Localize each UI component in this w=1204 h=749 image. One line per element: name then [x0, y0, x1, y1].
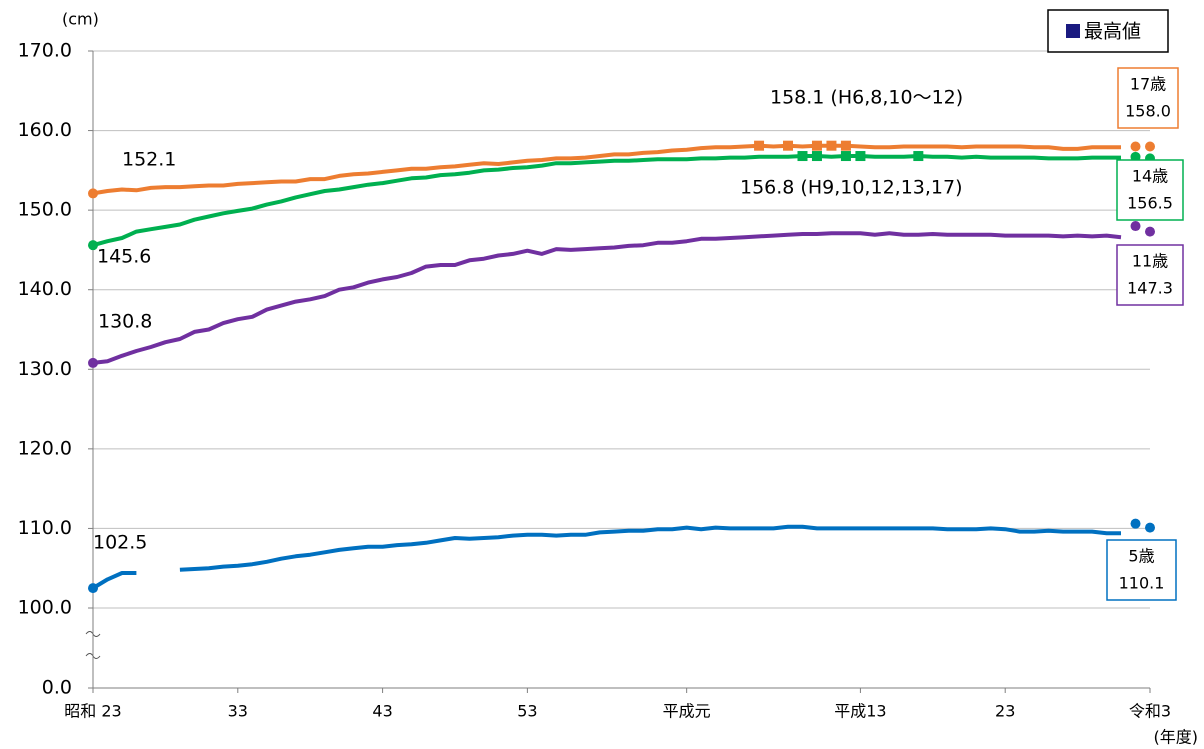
recent-point [1130, 141, 1141, 152]
annotation: 158.1 (H6,8,10～12) [770, 87, 963, 109]
series-line [92, 231, 1122, 365]
series-name: 17歳 [1130, 75, 1166, 94]
max-marker [754, 140, 765, 151]
max-marker [913, 151, 924, 162]
x-tick-label: 23 [995, 702, 1015, 721]
recent-point [1130, 518, 1141, 529]
x-unit: (年度) [1154, 728, 1199, 747]
x-tick-label: 昭和 23 [64, 702, 121, 721]
max-marker [840, 140, 851, 151]
max-marker [855, 151, 866, 162]
recent-point [1130, 221, 1141, 232]
max-marker [811, 151, 822, 162]
legend: 最高値 [1047, 9, 1169, 53]
y-tick-label: 160.0 [18, 119, 72, 141]
start-label: 152.1 [122, 149, 176, 171]
recent-point [1145, 141, 1155, 152]
max-marker [797, 151, 808, 162]
start-point [88, 240, 98, 251]
end-label: 110.1 [1119, 574, 1165, 593]
x-tick-label: 令和3 [1129, 702, 1171, 721]
y-tick-label: 0.0 [42, 677, 72, 699]
x-tick-label: 33 [228, 702, 248, 721]
series-line [92, 143, 1121, 196]
start-label: 102.5 [93, 532, 147, 554]
start-label: 145.6 [97, 246, 151, 268]
start-label: 130.8 [98, 311, 152, 333]
series-line [92, 154, 1121, 248]
max-marker [811, 140, 822, 151]
max-marker [826, 140, 837, 151]
y-tick-label: 150.0 [18, 199, 72, 221]
series-name: 11歳 [1132, 252, 1168, 271]
y-tick-label: 100.0 [18, 597, 72, 619]
annotation: 156.8 (H9,10,12,13,17) [740, 177, 963, 199]
y-tick-label: 130.0 [18, 358, 72, 380]
start-point [88, 188, 98, 199]
legend-label: 最高値 [1084, 21, 1141, 43]
end-label-box [1117, 67, 1179, 129]
start-point [88, 357, 98, 368]
legend-swatch [1066, 24, 1080, 38]
x-tick-label: 53 [517, 702, 537, 721]
end-label: 158.0 [1125, 102, 1171, 121]
y-unit: (cm) [62, 10, 99, 29]
end-label: 156.5 [1127, 194, 1173, 213]
y-tick-label: 110.0 [18, 517, 72, 539]
annotation-bg [722, 172, 1058, 204]
x-tick-label: 平成元 [663, 702, 711, 721]
y-tick-label: 170.0 [18, 40, 72, 62]
y-tick-label: 140.0 [18, 278, 72, 300]
series-name: 14歳 [1132, 167, 1168, 186]
y-tick-label: 120.0 [18, 437, 72, 459]
recent-point [1145, 226, 1155, 237]
recent-point [1145, 522, 1155, 533]
x-tick-label: 平成13 [834, 702, 886, 721]
max-marker [783, 140, 794, 151]
end-label-box [1116, 159, 1184, 221]
series-name: 5歳 [1128, 547, 1154, 566]
x-tick-label: 43 [372, 702, 392, 721]
end-label-box [1106, 539, 1177, 601]
start-point [88, 583, 98, 594]
end-label-box [1116, 244, 1184, 306]
end-label: 147.3 [1127, 279, 1173, 298]
series-line [91, 524, 1121, 590]
max-marker [840, 151, 851, 162]
